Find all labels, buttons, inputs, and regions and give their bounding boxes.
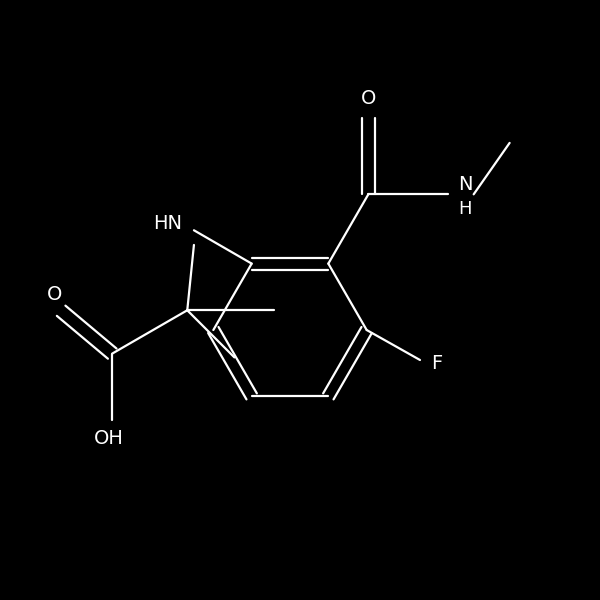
Text: O: O: [47, 284, 62, 304]
Text: OH: OH: [94, 430, 124, 448]
Text: F: F: [431, 354, 442, 373]
Text: H: H: [458, 200, 472, 218]
Text: HN: HN: [153, 214, 182, 233]
Text: O: O: [361, 89, 376, 109]
Text: N: N: [458, 175, 472, 194]
